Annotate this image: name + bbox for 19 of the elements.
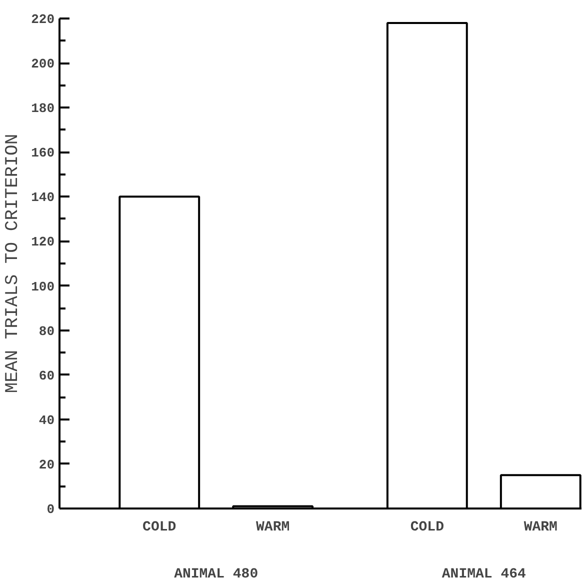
text: ANIMAL 464 [442, 566, 526, 582]
y-tick-label: 60 [38, 368, 55, 384]
y-tick-label: 0 [46, 502, 55, 517]
x-tick-label: COLD [410, 520, 444, 536]
y-tick-label: 180 [31, 101, 55, 116]
y-tick-label: 100 [31, 279, 55, 294]
y-tick-label: 160 [31, 146, 55, 161]
y-tick-label: 40 [38, 412, 55, 428]
y-tick-label: 140 [31, 190, 55, 206]
y-tick-label: 120 [31, 234, 55, 250]
x-tick-label: WARM [256, 520, 290, 536]
y-tick-label: 220 [31, 12, 55, 27]
y-tick-label: 80 [38, 324, 55, 339]
y-axis-title: MEAN TRIALS TO CRITERION [3, 134, 24, 394]
x-tick-label: WARM [524, 520, 558, 536]
text: ANIMAL 480 [174, 566, 258, 582]
y-tick-label: 200 [31, 56, 55, 72]
y-tick-label: 20 [38, 457, 55, 472]
x-tick-label: COLD [142, 520, 176, 536]
